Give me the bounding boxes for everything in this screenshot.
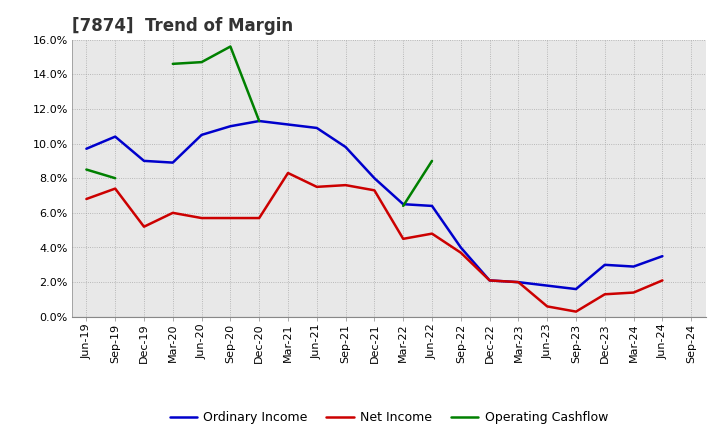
Line: Net Income: Net Income — [86, 173, 662, 312]
Ordinary Income — [82, 146, 91, 151]
Net Income — [168, 210, 177, 216]
Ordinary Income — [255, 118, 264, 124]
Net Income — [370, 188, 379, 193]
Ordinary Income — [485, 278, 494, 283]
Net Income — [658, 278, 667, 283]
Net Income — [629, 290, 638, 295]
Ordinary Income — [341, 144, 350, 150]
Net Income — [341, 183, 350, 188]
Ordinary Income — [572, 286, 580, 292]
Ordinary Income — [284, 122, 292, 127]
Legend: Ordinary Income, Net Income, Operating Cashflow: Ordinary Income, Net Income, Operating C… — [165, 406, 613, 429]
Net Income — [82, 196, 91, 202]
Ordinary Income — [399, 202, 408, 207]
Line: Operating Cashflow: Operating Cashflow — [86, 169, 115, 178]
Ordinary Income — [111, 134, 120, 139]
Net Income — [399, 236, 408, 242]
Net Income — [428, 231, 436, 236]
Net Income — [255, 216, 264, 221]
Net Income — [284, 170, 292, 176]
Ordinary Income — [370, 176, 379, 181]
Ordinary Income — [168, 160, 177, 165]
Net Income — [600, 292, 609, 297]
Net Income — [226, 216, 235, 221]
Ordinary Income — [456, 245, 465, 250]
Ordinary Income — [312, 125, 321, 131]
Ordinary Income — [600, 262, 609, 268]
Net Income — [312, 184, 321, 190]
Ordinary Income — [629, 264, 638, 269]
Operating Cashflow — [82, 167, 91, 172]
Ordinary Income — [226, 124, 235, 129]
Net Income — [111, 186, 120, 191]
Net Income — [456, 250, 465, 255]
Net Income — [485, 278, 494, 283]
Ordinary Income — [140, 158, 148, 164]
Net Income — [572, 309, 580, 314]
Text: [7874]  Trend of Margin: [7874] Trend of Margin — [72, 17, 293, 35]
Ordinary Income — [658, 253, 667, 259]
Ordinary Income — [514, 279, 523, 285]
Net Income — [543, 304, 552, 309]
Net Income — [197, 216, 206, 221]
Net Income — [514, 279, 523, 285]
Net Income — [140, 224, 148, 229]
Ordinary Income — [197, 132, 206, 138]
Ordinary Income — [543, 283, 552, 288]
Operating Cashflow — [111, 176, 120, 181]
Line: Ordinary Income: Ordinary Income — [86, 121, 662, 289]
Ordinary Income — [428, 203, 436, 209]
